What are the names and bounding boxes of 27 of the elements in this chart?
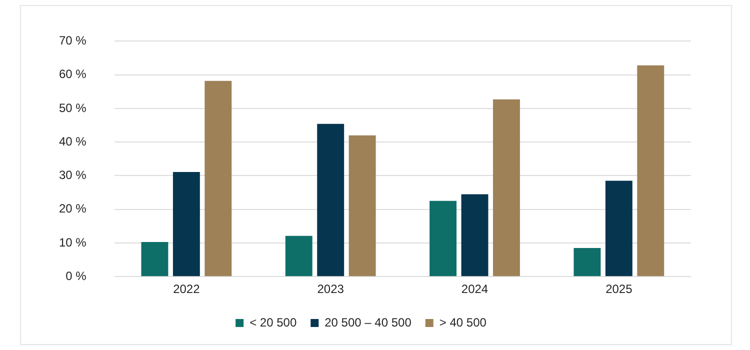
bar	[285, 236, 312, 276]
legend-label: < 20 500	[250, 315, 297, 330]
bar	[317, 124, 344, 276]
y-tick-label: 70 %	[58, 34, 87, 48]
legend-label: 20 500 – 40 500	[324, 315, 412, 330]
bar	[348, 135, 376, 276]
bar	[492, 99, 520, 276]
bar	[430, 200, 457, 276]
x-tick-label: 2025	[606, 282, 633, 296]
bar	[172, 172, 200, 276]
y-tick-label: 10 %	[58, 235, 87, 250]
bar	[141, 242, 168, 276]
y-tick-label: 40 %	[58, 134, 87, 148]
x-tick-label: 2022	[173, 282, 200, 296]
legend-label: > 40 500	[439, 315, 487, 330]
y-tick-label: 30 %	[58, 168, 87, 182]
bar	[574, 248, 601, 276]
bar	[605, 180, 632, 276]
y-tick-label: 0 %	[66, 268, 87, 283]
y-tick-label: 60 %	[58, 67, 87, 82]
bar	[204, 80, 232, 276]
x-tick-label: 2023	[317, 282, 344, 296]
y-tick-label: 20 %	[58, 202, 87, 216]
bar	[461, 194, 488, 276]
y-tick-label: 50 %	[58, 100, 87, 115]
x-tick-label: 2024	[461, 282, 488, 296]
bar	[637, 65, 664, 276]
